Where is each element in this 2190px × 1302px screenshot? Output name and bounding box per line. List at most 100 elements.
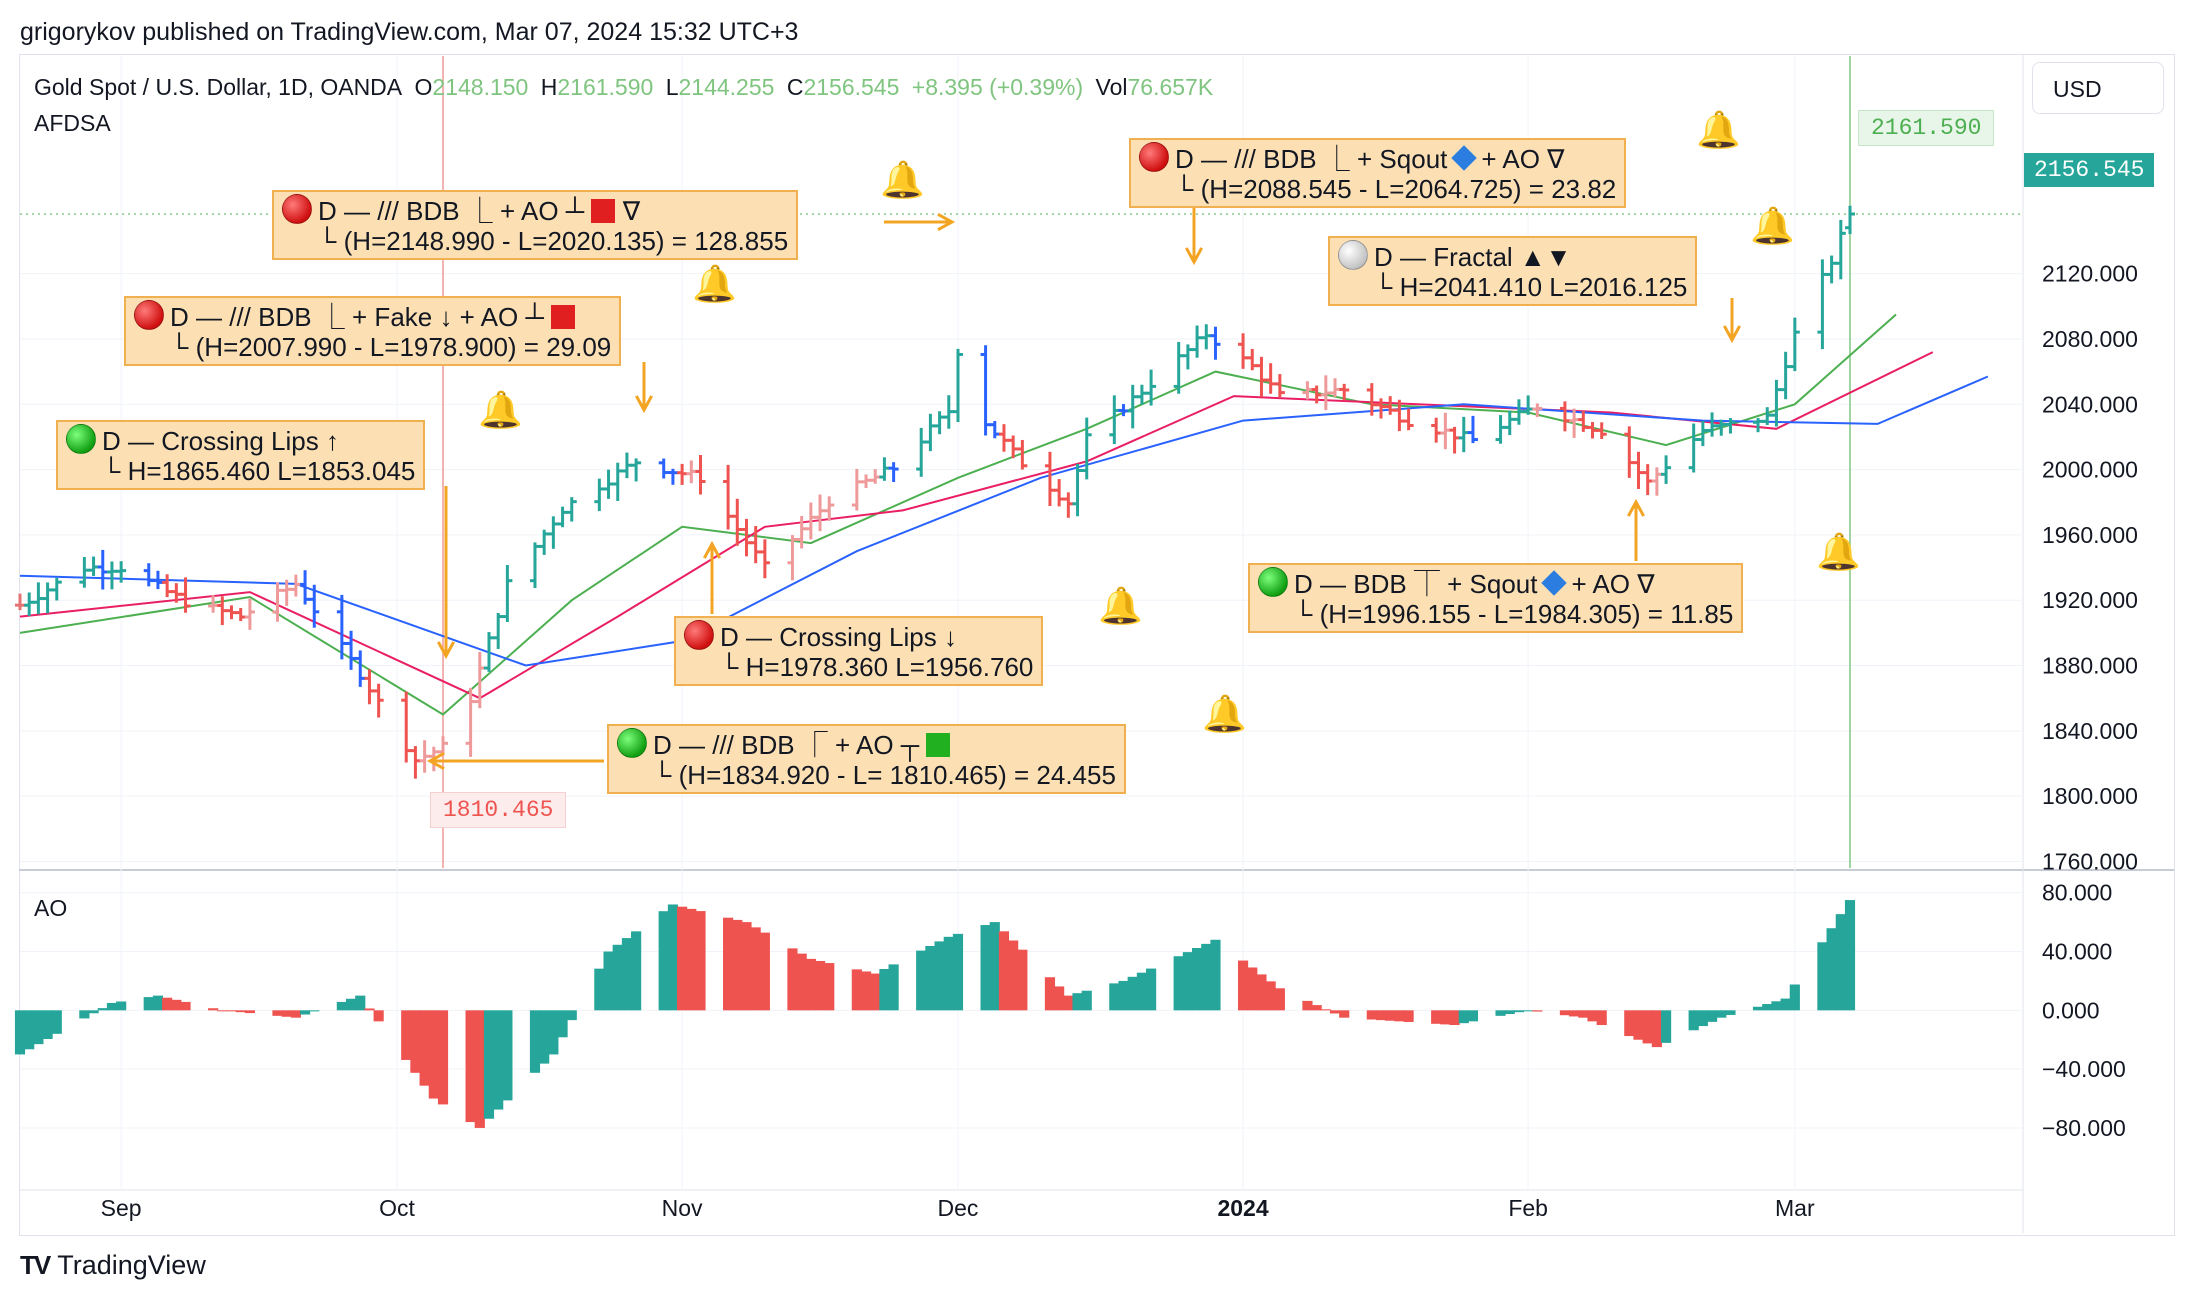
alert-bell-icon[interactable]: 🔔	[1750, 205, 1795, 246]
red-square-icon	[551, 305, 576, 329]
red-circle-icon	[134, 300, 164, 330]
ao-bar	[1569, 1010, 1580, 1017]
ao-bar	[1458, 1010, 1469, 1024]
alert-bell-icon[interactable]: 🔔	[692, 263, 737, 304]
ao-bar	[1247, 967, 1258, 1011]
alert-bell-icon[interactable]: 🔔	[1696, 109, 1741, 150]
ao-bar	[1725, 1010, 1736, 1015]
volume-label: Vol	[1095, 74, 1128, 100]
ao-bar	[1449, 1010, 1460, 1026]
alert-bell-icon[interactable]: 🔔	[1816, 531, 1861, 572]
ao-bar	[1237, 960, 1249, 1011]
currency-button[interactable]: USD	[2032, 62, 2164, 114]
alert-bell-icon[interactable]: 🔔	[880, 159, 925, 200]
ao-bar	[79, 1010, 90, 1019]
ao-bar	[143, 997, 154, 1011]
annotation-suffix: + AO ∇	[1481, 144, 1565, 174]
ao-bar	[1624, 1010, 1635, 1037]
annotation-detail: └ H=1865.460 L=1853.045	[102, 456, 416, 486]
ao-bar	[244, 1010, 255, 1014]
publisher-line: grigorykov published on TradingView.com,…	[20, 18, 799, 46]
ao-bar	[410, 1010, 421, 1073]
arrow-left-head	[426, 752, 445, 770]
price-tick-label: 1840.000	[2042, 718, 2138, 744]
ao-tick-label: 0.000	[2042, 997, 2100, 1023]
ao-bar	[437, 1010, 449, 1105]
ao-bar	[1596, 1010, 1607, 1026]
annotation-box: D — /// BDB ⎾ + AO ┬ └ (H=1834.920 - L= …	[607, 724, 1126, 794]
ao-bar	[1339, 1010, 1350, 1018]
ao-bar	[162, 997, 173, 1011]
ao-bar	[299, 1010, 311, 1015]
ao-histogram	[14, 900, 1856, 1128]
ao-bar	[373, 1010, 384, 1022]
alert-bell-icon[interactable]: 🔔	[478, 389, 523, 430]
alert-bell-icon[interactable]: 🔔	[1098, 585, 1143, 626]
annotation-detail: └ H=1978.360 L=1956.760	[720, 652, 1034, 682]
annotation-box: D — Fractal ▲▼ └ H=2041.410 L=2016.125	[1328, 236, 1698, 306]
ao-bar	[1192, 947, 1203, 1011]
ao-bar	[281, 1010, 292, 1017]
red-square-icon	[591, 199, 616, 223]
annotation-title: D — Crossing Lips ↑	[102, 426, 339, 456]
ao-bar	[309, 1010, 320, 1012]
ao-bar	[1431, 1010, 1442, 1024]
ao-bar	[1044, 977, 1056, 1011]
ao-bar	[1578, 1010, 1589, 1018]
ao-bar	[1523, 1010, 1534, 1012]
ao-tick-label: 80.000	[2042, 880, 2112, 906]
red-circle-icon	[282, 194, 312, 224]
ao-bar	[1559, 1010, 1571, 1016]
ao-bar	[879, 968, 890, 1011]
annotation-suffix: ∇	[622, 196, 641, 226]
ao-bar	[1587, 1010, 1598, 1022]
symbol-name[interactable]: Gold Spot / U.S. Dollar, 1D, OANDA	[34, 74, 403, 100]
high-value: 2161.590	[557, 74, 654, 100]
ao-bar	[980, 925, 991, 1011]
ao-bar	[1495, 1010, 1506, 1016]
ao-bar	[97, 1008, 108, 1011]
arrow-down-head	[1185, 247, 1203, 266]
high-price-tag: 2161.590	[1858, 110, 1995, 146]
indicator-name[interactable]: AFDSA	[34, 110, 111, 136]
ao-tick-label: 40.000	[2042, 939, 2112, 965]
ao-bar	[1642, 1010, 1653, 1044]
ao-bar	[1780, 998, 1791, 1011]
blue-diamond-icon	[1541, 570, 1568, 596]
ao-bar	[1826, 928, 1837, 1011]
ao-bar	[1688, 1010, 1699, 1031]
annotation-detail: └ (H=2007.990 - L=1978.900) = 29.09	[170, 332, 612, 362]
ao-bar	[695, 911, 706, 1011]
ao-bar	[1127, 976, 1138, 1011]
time-tick-label: Feb	[1508, 1195, 1548, 1221]
ao-bar	[106, 1002, 118, 1011]
ao-pane-title[interactable]: AO	[34, 895, 68, 921]
green-circle-icon	[1258, 567, 1288, 597]
tradingview-logo[interactable]: TV TradingView	[20, 1250, 206, 1281]
low-label: L	[665, 74, 679, 100]
annotation-box: D — /// BDB ⎿ + Sqout + AO ∇ └ (H=2088.54…	[1129, 138, 1627, 208]
ao-bar	[989, 922, 1000, 1011]
ao-bar	[474, 1010, 485, 1128]
ao-bar	[1146, 968, 1157, 1011]
ao-bar	[750, 927, 761, 1011]
ao-bar	[1440, 1010, 1451, 1025]
arrow-down-head	[437, 641, 455, 660]
annotation-box: D — /// BDB ⎿ + Fake ↓ + AO ┴ └ (H=2007.…	[124, 296, 622, 366]
ao-bar	[1651, 1010, 1662, 1048]
ao-bar	[217, 1010, 228, 1012]
ao-bar	[1660, 1010, 1672, 1043]
ao-bar	[465, 1010, 476, 1123]
ao-bar	[796, 953, 807, 1011]
red-circle-icon	[1139, 142, 1169, 172]
ao-bar	[42, 1010, 53, 1039]
ao-bar	[870, 973, 881, 1011]
green-square-icon	[926, 733, 951, 757]
ao-bar	[851, 969, 862, 1011]
ao-bar	[1320, 1009, 1331, 1011]
price-tick-label: 1880.000	[2042, 653, 2138, 679]
axes: 2120.000 2080.000 2040.000 2000.000 1960.000…	[101, 261, 2138, 1221]
arrow-right-head	[937, 213, 956, 231]
ao-bar	[1136, 972, 1147, 1011]
alert-bell-icon[interactable]: 🔔	[1202, 693, 1247, 734]
